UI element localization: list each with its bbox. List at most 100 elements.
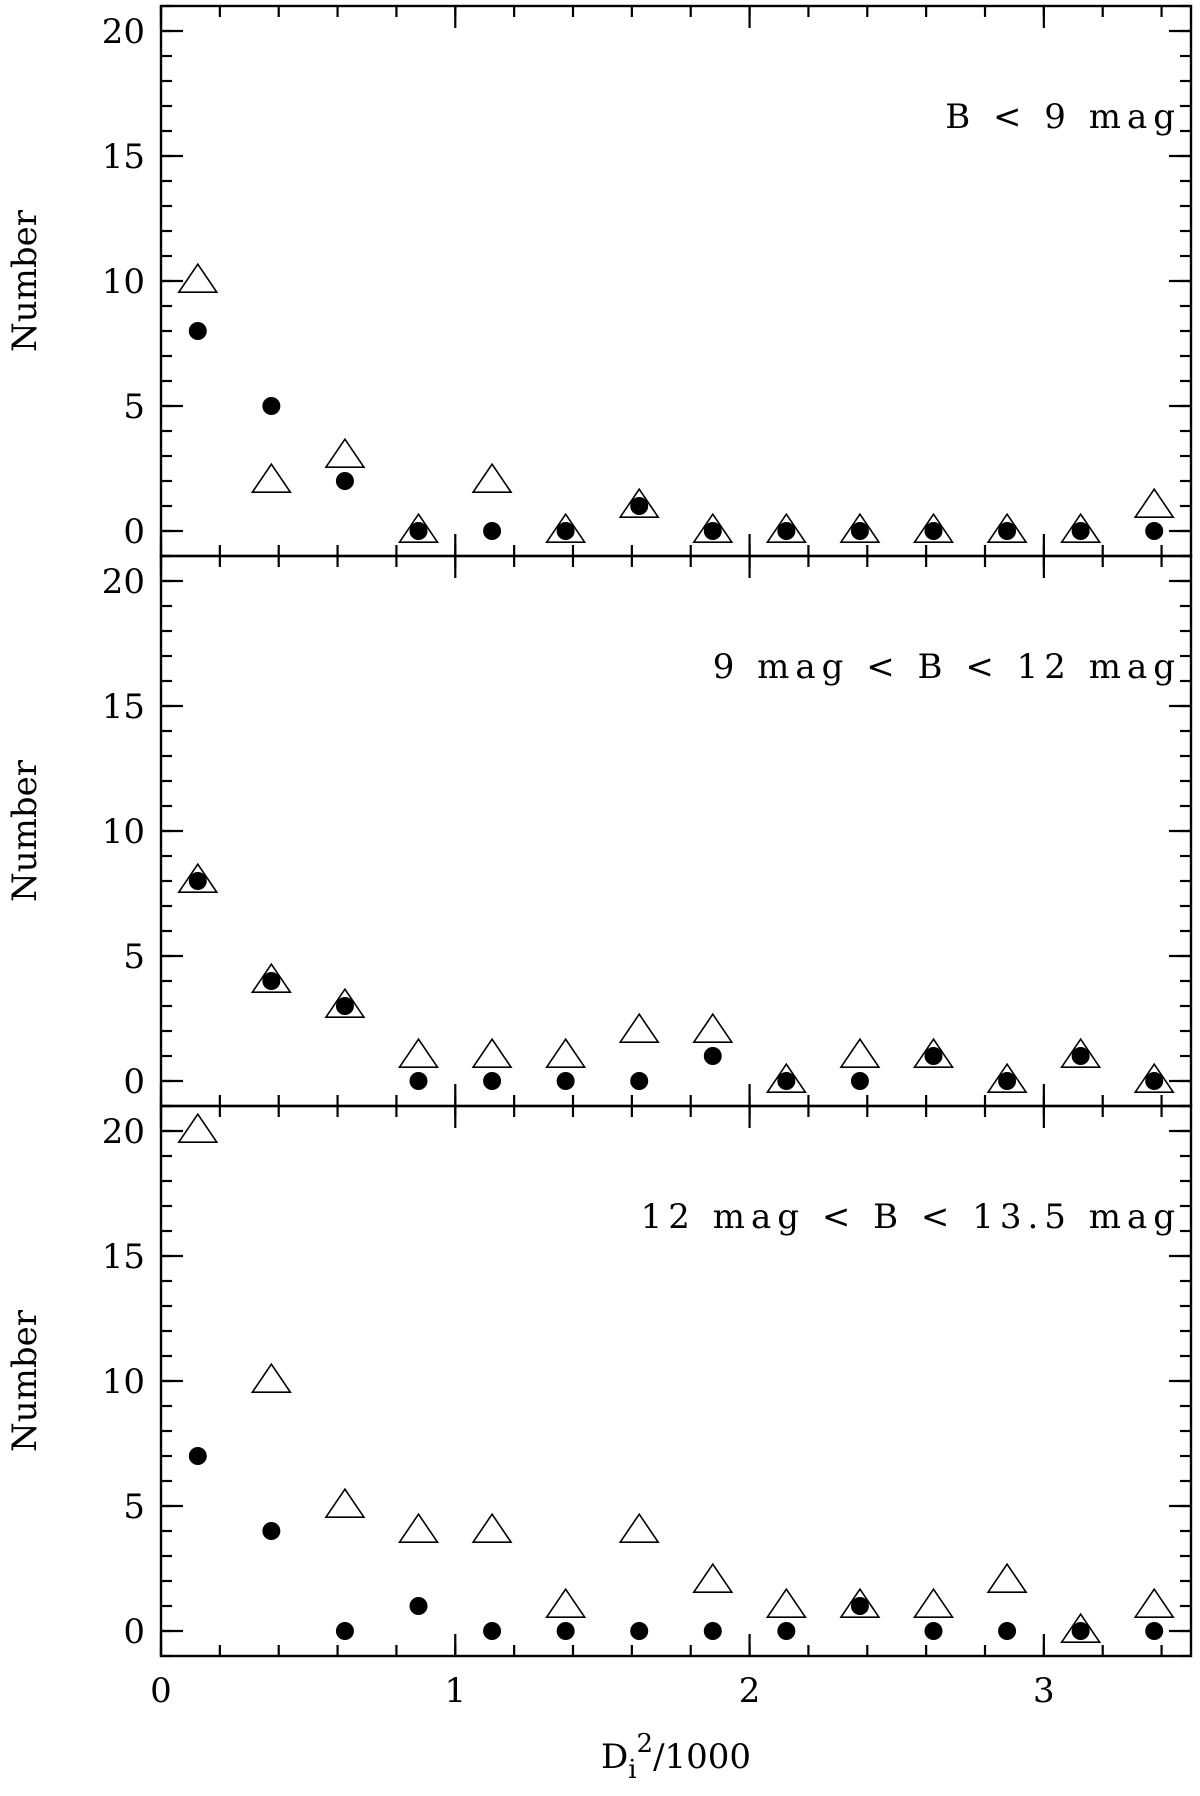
triangle-point — [1060, 1037, 1102, 1068]
triangle-point — [765, 1587, 807, 1618]
y-tick-label: 20 — [102, 562, 145, 602]
triangle-point — [692, 512, 734, 544]
triangle-point — [397, 1037, 440, 1068]
y-tick-label: 10 — [102, 812, 145, 852]
triangle-point — [839, 1587, 881, 1618]
triangle-point — [839, 1037, 881, 1068]
circle-point — [409, 522, 428, 540]
circle-point — [483, 1622, 502, 1640]
circle-point — [630, 1072, 649, 1090]
triangle-point — [986, 512, 1028, 544]
plot-frame — [159, 1104, 1193, 1658]
plot-frame — [159, 4, 1193, 558]
circle-point — [556, 1072, 575, 1090]
y-axis-label: Number — [5, 209, 45, 352]
circle-point — [262, 397, 281, 415]
triangle-point — [177, 262, 219, 294]
circle-point — [850, 1597, 869, 1615]
y-tick-label: 10 — [102, 1362, 145, 1402]
y-tick-label: 20 — [102, 1112, 145, 1152]
y-tick-label: 10 — [102, 262, 145, 302]
x-tick-label: 3 — [1033, 1671, 1055, 1711]
circle-point — [335, 472, 354, 490]
triangle-point — [545, 1037, 587, 1068]
y-tick-label: 15 — [102, 137, 145, 177]
circle-point — [262, 972, 281, 990]
triangle-point — [986, 1062, 1028, 1093]
plot-frame — [159, 554, 1193, 1108]
triangle-point — [471, 1512, 513, 1543]
y-tick-label: 5 — [123, 1487, 145, 1527]
circle-point — [262, 1522, 281, 1540]
circle-point — [703, 522, 722, 540]
circle-point — [1071, 1622, 1090, 1640]
circle-point — [998, 1072, 1017, 1090]
circle-point — [998, 1622, 1017, 1640]
circle-point — [1071, 1047, 1090, 1065]
circle-point — [556, 1622, 575, 1640]
triangle-point — [471, 1037, 513, 1068]
y-tick-label: 20 — [102, 12, 145, 52]
triangle-point — [765, 512, 807, 544]
panel-annotation: 9 mag < B < 12 mag — [713, 647, 1181, 687]
y-tick-label: 5 — [123, 387, 145, 427]
triangle-point — [545, 1587, 587, 1618]
triangle-point — [1060, 512, 1102, 544]
triangle-point — [545, 512, 587, 544]
triangle-point — [1133, 487, 1175, 519]
x-label-base: D — [601, 1737, 628, 1777]
y-tick-label: 0 — [123, 1062, 145, 1102]
triangle-point — [618, 487, 660, 519]
y-tick-label: 15 — [102, 687, 145, 727]
y-tick-label: 0 — [123, 1612, 145, 1652]
x-label-rest: /1000 — [653, 1737, 751, 1777]
triangle-point — [618, 1012, 660, 1043]
triangle-point — [692, 1562, 734, 1593]
circle-point — [556, 522, 575, 540]
circle-point — [1145, 522, 1164, 540]
circle-point — [335, 1622, 354, 1640]
triangle-point — [765, 1062, 807, 1093]
circle-point — [924, 1047, 943, 1065]
circle-point — [188, 322, 207, 340]
circle-point — [850, 1072, 869, 1090]
circle-point — [924, 522, 943, 540]
panel-annotation: B < 9 mag — [945, 97, 1181, 137]
triangle-point — [912, 512, 955, 544]
x-label-sub: i — [628, 1755, 636, 1785]
x-tick-label: 1 — [444, 1671, 466, 1711]
y-tick-label: 5 — [123, 937, 145, 977]
triangle-point — [912, 1037, 955, 1068]
triangle-point — [1133, 1062, 1175, 1093]
circle-point — [703, 1622, 722, 1640]
triangle-point — [839, 512, 881, 544]
triangle-point — [1060, 1612, 1102, 1643]
circle-point — [703, 1047, 722, 1065]
circle-point — [409, 1597, 428, 1615]
triangle-point — [618, 1512, 660, 1543]
triangle-point — [692, 1012, 734, 1043]
circle-point — [409, 1072, 428, 1090]
triangle-point — [912, 1587, 955, 1618]
circle-point — [777, 1622, 796, 1640]
triangle-point — [250, 962, 292, 994]
circle-point — [630, 497, 649, 515]
triangle-point — [986, 1562, 1028, 1593]
triangle-point — [324, 437, 366, 469]
y-tick-label: 15 — [102, 1237, 145, 1277]
circle-point — [188, 1447, 207, 1465]
circle-point — [850, 522, 869, 540]
circle-point — [777, 1072, 796, 1090]
circle-point — [188, 872, 207, 890]
circle-point — [1145, 1622, 1164, 1640]
x-axis-label: Di2/1000 — [601, 1729, 751, 1785]
circle-point — [777, 522, 796, 540]
circle-point — [630, 1622, 649, 1640]
x-tick-label: 0 — [150, 1671, 172, 1711]
x-label-sup: 2 — [637, 1729, 654, 1759]
panel-annotation: 12 mag < B < 13.5 mag — [641, 1197, 1181, 1237]
triangle-point — [177, 862, 219, 894]
circle-point — [924, 1622, 943, 1640]
triangle-point — [397, 1512, 440, 1543]
